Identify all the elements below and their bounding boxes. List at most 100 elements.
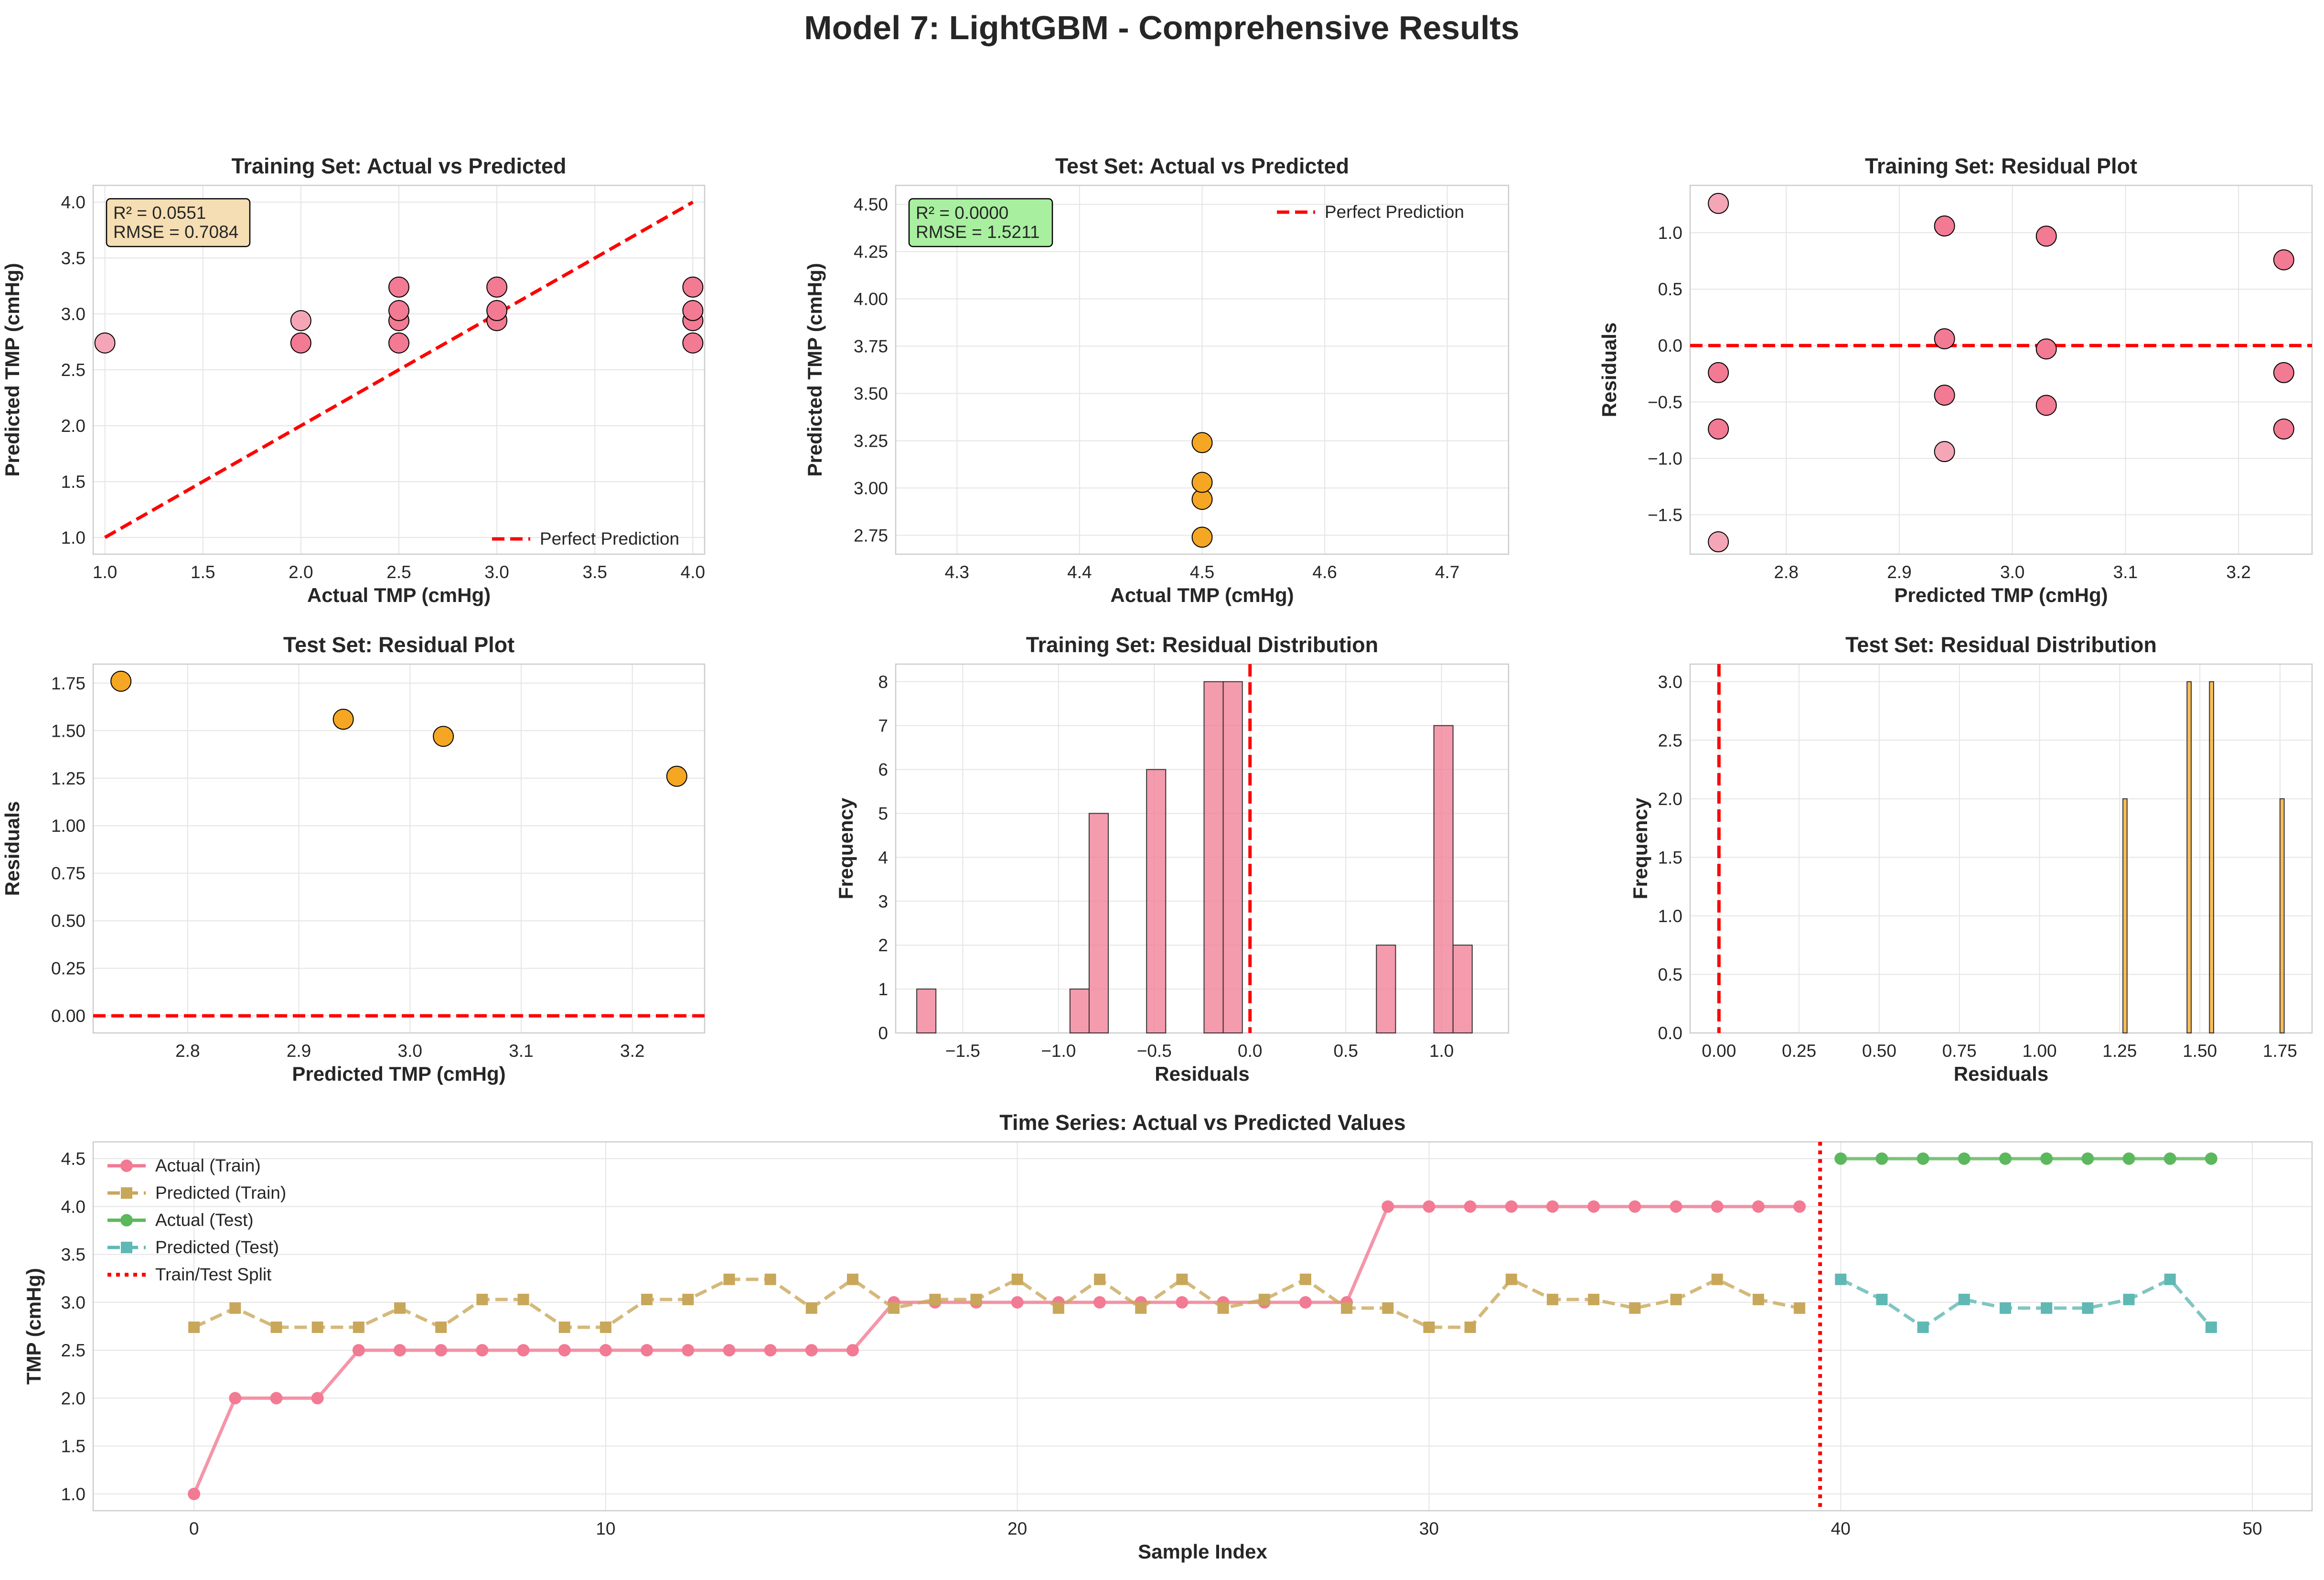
histogram-bar [1222,681,1243,1034]
x-tick-label: 0 [189,1519,199,1538]
x-tick-label: 3.2 [620,1041,644,1061]
series-marker [558,1344,571,1357]
scatter-point [486,300,508,322]
histogram-bar [1088,813,1109,1033]
x-axis-label: Predicted TMP (cmHg) [1894,584,2108,606]
series-marker [1588,1293,1600,1305]
series-marker [1176,1273,1188,1285]
x-axis-label: Residuals [1155,1063,1249,1085]
series-marker [1917,1152,1929,1165]
x-tick-label: 2.0 [289,562,313,582]
series-marker [1793,1200,1806,1213]
scatter-point [2273,362,2294,383]
scatter-point [332,709,354,730]
scatter-point [1191,527,1213,548]
scatter-point [1708,531,1729,553]
scatter-point [486,276,508,298]
plot-title: Time Series: Actual vs Predicted Values [999,1110,1405,1135]
y-axis-label: Residuals [1,801,23,896]
x-tick-label: 2.9 [287,1041,311,1061]
x-tick-label: 1.25 [2102,1041,2137,1061]
scatter-point [682,300,704,322]
chart-test_hist: 0.00 0.25 0.50 0.75 1.00 1.25 1.50 1.75 0.0 0.5 1.… [1629,633,2313,1085]
legend-label: Perfect Prediction [540,529,679,548]
series-marker [517,1293,529,1305]
series-marker [2082,1302,2094,1314]
x-tick-label: 4.4 [1067,562,1092,582]
figure-title: Model 7: LightGBM - Comprehensive Result… [804,9,1519,46]
y-tick-label: 1.50 [51,721,86,741]
y-tick-label: 1.25 [51,769,86,788]
plot-frame [92,663,706,1034]
series-marker [723,1344,736,1357]
y-tick-label: 3.75 [854,337,888,356]
plot-frame [1689,184,2313,555]
legend-label: Predicted (Test) [155,1237,279,1257]
x-tick-label: 3.0 [484,562,509,582]
x-tick-label: 3.1 [509,1041,533,1061]
series-marker [1958,1293,1970,1305]
x-tick-label: 0.75 [1942,1041,1977,1061]
x-tick-label: 0.50 [1862,1041,1896,1061]
series-marker [1299,1273,1311,1285]
charts-container: 1.0 1.5 2.0 2.5 3.0 3.5 4.0 1.0 1.5 2.0 2.5 3.0 3.5 4… [1,154,2313,1563]
legend-label: Actual (Train) [155,1156,261,1175]
y-tick-label: 4.0 [61,193,86,212]
plot-title: Training Set: Residual Plot [1865,154,2137,178]
x-tick-label: 0.25 [1782,1041,1816,1061]
series-marker [1382,1302,1394,1314]
stats-text: R² = 0.0000 [916,203,1008,223]
scatter-point [1708,418,1729,440]
series-marker [2205,1152,2217,1165]
scatter-point [682,332,704,354]
histogram-bar [1203,681,1224,1034]
x-tick-label: −1.5 [945,1041,980,1061]
series-marker [682,1344,695,1357]
series-marker [311,1322,323,1333]
series-marker [1011,1273,1023,1285]
series-marker [1258,1293,1270,1305]
x-tick-label: 2.5 [386,562,411,582]
plot-title: Training Set: Residual Distribution [1026,633,1379,657]
chart-test_resid: 2.8 2.9 3.0 3.1 3.2 0.00 0.25 0.50 0.75 1.00 1.25 1… [1,633,706,1085]
y-tick-label: 0 [878,1023,888,1043]
plot-title: Training Set: Actual vs Predicted [231,154,566,178]
legend-marker [121,1187,132,1199]
y-tick-label: 8 [878,672,888,692]
y-tick-label: 1.5 [61,472,86,492]
series-marker [1052,1302,1064,1314]
series-marker [599,1344,612,1357]
y-axis-label: Residuals [1598,322,1620,417]
series-marker [1628,1200,1641,1213]
y-tick-label: 4.5 [61,1149,86,1169]
x-tick-label: 2.9 [1887,562,1911,582]
series-marker [1711,1273,1723,1285]
scatter-point [1708,362,1729,383]
series-marker [2041,1302,2053,1314]
y-tick-label: 4 [878,848,888,867]
x-tick-label: −1.0 [1041,1041,1076,1061]
series-marker [641,1293,653,1305]
y-tick-label: 4.50 [854,195,888,215]
legend-label: Train/Test Split [155,1265,272,1284]
x-axis-label: Sample Index [1138,1540,1267,1563]
series-marker [1752,1293,1764,1305]
scatter-point [388,276,409,298]
series-marker [805,1302,817,1314]
scatter-point [433,726,454,747]
x-tick-label: 1.00 [2023,1041,2057,1061]
scatter-point [2035,338,2057,360]
x-tick-label: 3.1 [2113,562,2138,582]
plot-frame [895,663,1510,1034]
series-marker [929,1293,941,1305]
scatter-point [2273,418,2294,440]
series-marker [1629,1302,1641,1314]
scatter-point [2035,226,2057,247]
y-tick-label: 1.0 [61,528,86,548]
legend-label: Perfect Prediction [1325,202,1464,222]
x-axis-label: Actual TMP (cmHg) [1110,584,1294,606]
series-marker [1135,1302,1147,1314]
plot-frame [1689,663,2313,1034]
stats-text: R² = 0.0551 [113,203,206,223]
